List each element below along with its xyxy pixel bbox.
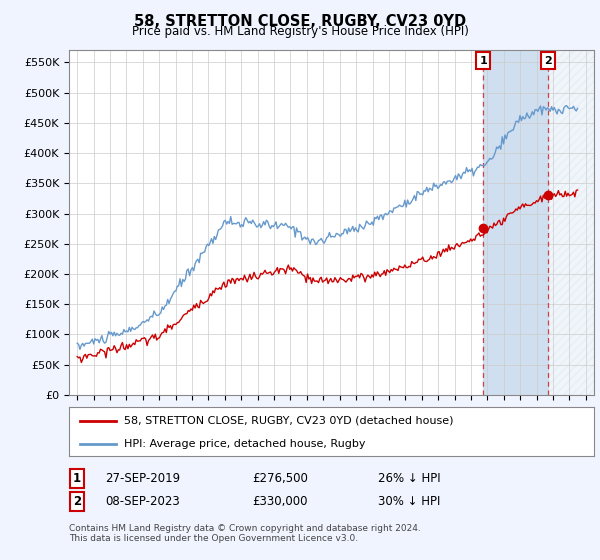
Text: 26% ↓ HPI: 26% ↓ HPI bbox=[378, 472, 440, 486]
Text: HPI: Average price, detached house, Rugby: HPI: Average price, detached house, Rugb… bbox=[124, 439, 365, 449]
Text: Contains HM Land Registry data © Crown copyright and database right 2024.
This d: Contains HM Land Registry data © Crown c… bbox=[69, 524, 421, 543]
Text: 1: 1 bbox=[479, 56, 487, 66]
Text: 08-SEP-2023: 08-SEP-2023 bbox=[105, 494, 180, 508]
Bar bbox=[483, 50, 548, 395]
Text: 27-SEP-2019: 27-SEP-2019 bbox=[105, 472, 180, 486]
Text: Price paid vs. HM Land Registry's House Price Index (HPI): Price paid vs. HM Land Registry's House … bbox=[131, 25, 469, 38]
Text: 2: 2 bbox=[544, 56, 552, 66]
Text: 1: 1 bbox=[73, 472, 81, 486]
Text: 30% ↓ HPI: 30% ↓ HPI bbox=[378, 494, 440, 508]
Text: 58, STRETTON CLOSE, RUGBY, CV23 0YD: 58, STRETTON CLOSE, RUGBY, CV23 0YD bbox=[134, 14, 466, 29]
Text: 58, STRETTON CLOSE, RUGBY, CV23 0YD (detached house): 58, STRETTON CLOSE, RUGBY, CV23 0YD (det… bbox=[124, 416, 454, 426]
Text: £330,000: £330,000 bbox=[252, 494, 308, 508]
Bar bbox=[548, 50, 594, 395]
Text: 2: 2 bbox=[73, 494, 81, 508]
Text: £276,500: £276,500 bbox=[252, 472, 308, 486]
